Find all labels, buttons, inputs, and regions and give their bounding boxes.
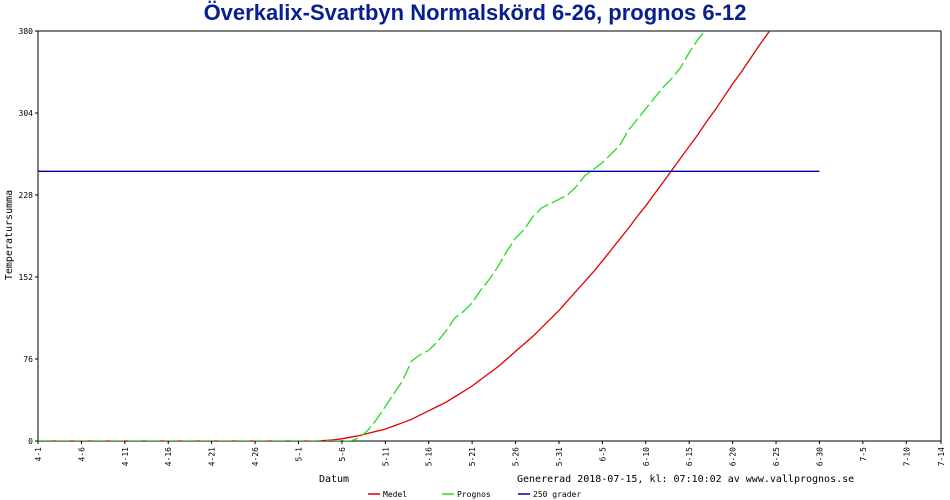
x-tick-label: 5-6 <box>338 447 347 462</box>
x-tick-label: 5-31 <box>555 447 564 466</box>
x-tick-label: 6-5 <box>598 447 607 462</box>
x-tick-label: 4-11 <box>121 447 130 466</box>
x-axis-label: Datum <box>319 474 349 485</box>
x-tick-label: 4-16 <box>164 447 173 466</box>
legend-label: Prognos <box>457 490 491 499</box>
x-tick-label: 5-21 <box>468 447 477 466</box>
x-tick-label: 4-6 <box>77 447 86 462</box>
x-tick-label: 5-1 <box>294 447 303 462</box>
footer-text: Genererad 2018-07-15, kl: 07:10:02 av ww… <box>517 474 854 485</box>
y-tick-label: 152 <box>19 273 34 282</box>
y-tick-label: 228 <box>19 191 34 200</box>
series-line-prognos <box>38 31 706 441</box>
series-line-medel <box>38 31 771 441</box>
x-tick-label: 4-21 <box>208 447 217 466</box>
legend-label: Medel <box>383 490 407 499</box>
x-tick-label: 5-26 <box>512 447 521 466</box>
x-tick-label: 6-15 <box>685 447 694 466</box>
x-tick-label: 5-11 <box>381 447 390 466</box>
chart-title: Överkalix-Svartbyn Normalskörd 6-26, pro… <box>203 0 747 25</box>
y-axis-label: Temperatursumma <box>4 190 15 280</box>
x-tick-label: 7-14 <box>937 447 946 466</box>
legend-label: 250 grader <box>533 490 581 499</box>
x-tick-label: 7-10 <box>902 447 911 466</box>
x-tick-label: 6-30 <box>815 447 824 466</box>
y-tick-label: 380 <box>19 27 34 36</box>
y-tick-label: 76 <box>23 355 33 364</box>
x-tick-label: 4-1 <box>34 447 43 462</box>
x-tick-label: 6-25 <box>772 447 781 466</box>
y-tick-label: 304 <box>19 109 34 118</box>
x-tick-label: 4-26 <box>251 447 260 466</box>
x-tick-label: 5-16 <box>425 447 434 466</box>
x-tick-label: 6-20 <box>729 447 738 466</box>
x-tick-label: 6-10 <box>642 447 651 466</box>
plot-area <box>37 30 942 442</box>
x-tick-label: 7-5 <box>859 447 868 462</box>
y-tick-label: 0 <box>28 437 33 446</box>
